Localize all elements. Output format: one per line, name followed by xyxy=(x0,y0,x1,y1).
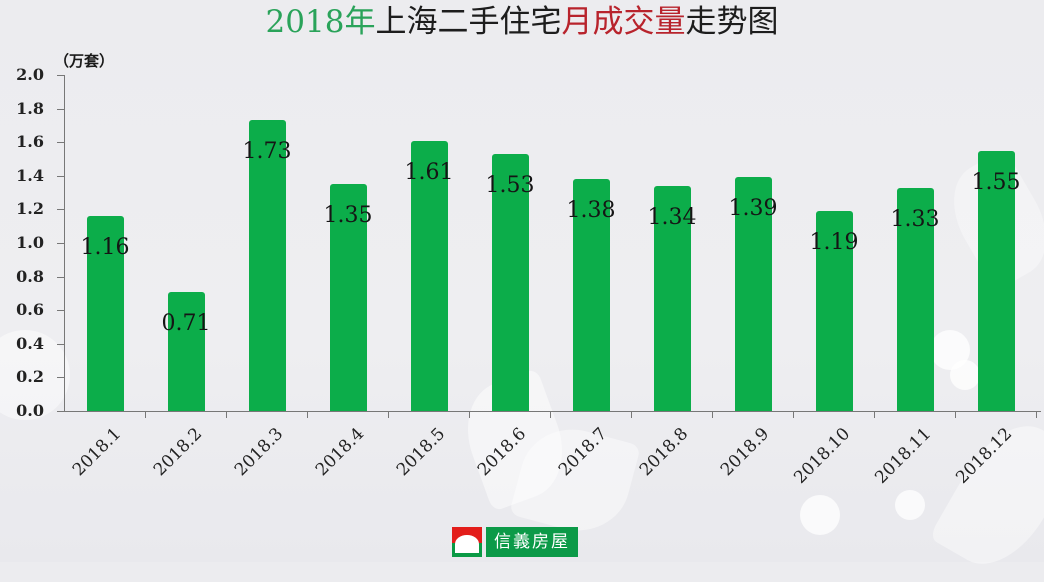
bar-2018.4 xyxy=(330,184,367,411)
y-tick-label: 0.8 xyxy=(16,266,44,286)
x-tick-mark xyxy=(145,411,146,418)
y-axis-line xyxy=(64,75,65,412)
bar-2018.2 xyxy=(168,291,205,411)
y-axis-unit: （万套） xyxy=(54,52,115,70)
y-tick-label: 0.2 xyxy=(16,367,44,387)
y-tick-mark xyxy=(57,75,64,76)
x-tick-label: 2018.9 xyxy=(716,424,774,481)
x-tick-mark xyxy=(550,411,551,418)
y-tick-mark xyxy=(57,344,64,345)
bar-value-label: 1.19 xyxy=(809,230,859,256)
x-tick-mark xyxy=(631,411,632,418)
y-tick-mark xyxy=(57,109,64,110)
y-tick-label: 1.6 xyxy=(16,132,44,152)
x-tick-mark xyxy=(226,411,227,418)
chart-title: 2018年上海二手住宅月成交量走势图 xyxy=(0,2,1044,42)
bar-value-label: 1.35 xyxy=(323,203,373,229)
title-metric: 月成交量 xyxy=(561,4,686,40)
bar-2018.3 xyxy=(249,120,286,411)
bar-value-label: 0.71 xyxy=(161,310,211,336)
logo-mark-icon xyxy=(452,527,482,557)
bar-2018.11 xyxy=(897,187,934,411)
x-tick-label: 2018.10 xyxy=(790,424,855,488)
logo-text: 信義房屋 xyxy=(486,527,578,557)
y-tick-label: 0.0 xyxy=(16,401,44,420)
bar-value-label: 1.38 xyxy=(566,198,616,224)
y-tick-label: 1.4 xyxy=(16,165,44,185)
y-tick-mark xyxy=(57,176,64,177)
y-tick-mark xyxy=(57,243,64,244)
x-tick-mark xyxy=(712,411,713,418)
bar-2018.1 xyxy=(87,216,124,411)
bar-2018.9 xyxy=(735,177,772,411)
x-tick-label: 2018.5 xyxy=(392,424,450,481)
x-axis-line xyxy=(57,411,1041,412)
y-tick-mark xyxy=(57,310,64,311)
title-year: 2018年 xyxy=(265,4,376,40)
x-tick-mark xyxy=(955,411,956,418)
x-tick-mark xyxy=(307,411,308,418)
bar-value-label: 1.73 xyxy=(242,139,292,165)
bar-2018.7 xyxy=(573,179,610,411)
y-tick-label: 0.4 xyxy=(16,333,44,353)
x-tick-label: 2018.1 xyxy=(68,424,126,481)
x-tick-label: 2018.2 xyxy=(149,424,207,481)
bar-2018.12 xyxy=(978,150,1015,411)
y-tick-label: 2.0 xyxy=(16,65,44,84)
title-subject: 上海二手住宅 xyxy=(375,4,562,40)
brand-logo: 信義房屋 xyxy=(452,527,578,557)
y-tick-mark xyxy=(57,209,64,210)
x-tick-label: 2018.3 xyxy=(230,424,288,481)
bar-value-label: 1.55 xyxy=(971,169,1021,195)
y-tick-mark xyxy=(57,377,64,378)
x-tick-mark xyxy=(874,411,875,418)
bar-2018.5 xyxy=(411,140,448,411)
x-tick-mark xyxy=(1036,411,1037,418)
y-tick-label: 1.8 xyxy=(16,98,44,118)
x-tick-mark xyxy=(469,411,470,418)
bar-value-label: 1.33 xyxy=(890,206,940,232)
x-tick-label: 2018.4 xyxy=(311,424,369,481)
bar-value-label: 1.34 xyxy=(647,204,697,230)
bar-value-label: 1.53 xyxy=(485,172,535,198)
bar-2018.8 xyxy=(654,185,691,411)
y-tick-label: 0.6 xyxy=(16,300,44,320)
x-tick-mark xyxy=(793,411,794,418)
y-tick-mark xyxy=(57,277,64,278)
y-tick-label: 1.2 xyxy=(16,199,44,219)
y-tick-mark xyxy=(57,142,64,143)
bar-2018.6 xyxy=(492,153,529,411)
x-tick-mark xyxy=(388,411,389,418)
y-tick-label: 1.0 xyxy=(16,233,44,252)
bar-value-label: 1.61 xyxy=(404,159,454,185)
bar-2018.10 xyxy=(816,211,853,411)
bar-value-label: 1.39 xyxy=(728,196,778,222)
bar-value-label: 1.16 xyxy=(80,235,130,261)
x-tick-label: 2018.11 xyxy=(871,424,936,488)
title-suffix: 走势图 xyxy=(685,4,779,40)
